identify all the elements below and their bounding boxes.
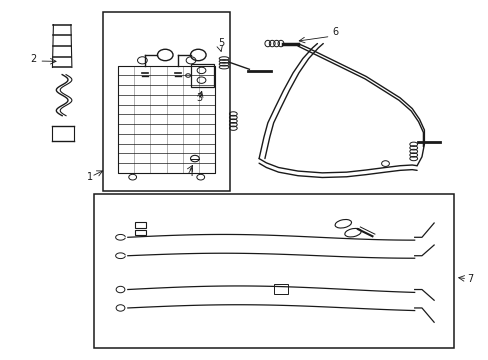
Text: 6: 6: [331, 27, 338, 37]
Bar: [94, 194, 453, 348]
Bar: [103, 12, 229, 191]
Bar: [135, 222, 145, 228]
Bar: [191, 64, 214, 87]
Text: 1: 1: [86, 172, 92, 182]
Bar: [118, 66, 215, 173]
Text: 4: 4: [187, 168, 193, 179]
Text: 5: 5: [217, 38, 224, 48]
Bar: [135, 230, 145, 235]
Text: 7: 7: [467, 274, 473, 284]
Text: 3: 3: [196, 93, 202, 103]
Bar: [273, 284, 287, 294]
Text: 2: 2: [30, 54, 37, 64]
